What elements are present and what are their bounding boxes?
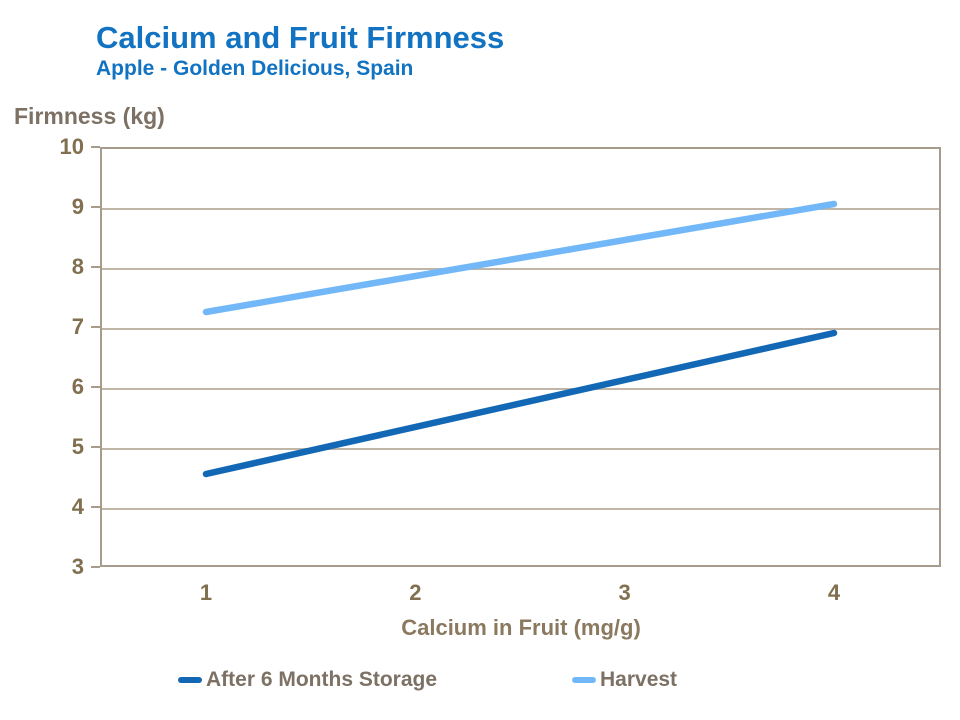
y-tick-mark-5 [91, 446, 100, 448]
legend-label-harvest: Harvest [600, 668, 678, 691]
gridline-y5 [102, 448, 939, 450]
y-tick-mark-4 [91, 506, 100, 508]
line-series [202, 200, 838, 478]
y-tick-label-8: 8 [71, 254, 84, 279]
gridline-y9 [102, 208, 939, 210]
y-tick-mark-6 [91, 386, 100, 388]
x-tick-label-4: 4 [827, 580, 841, 605]
y-tick-label-3: 3 [71, 554, 84, 579]
y-tick-mark-7 [91, 326, 100, 328]
y-tick-label-5: 5 [71, 434, 84, 459]
chart-subtitle: Apple - Golden Delicious, Spain [96, 57, 414, 80]
y-tick-label-10: 10 [59, 134, 84, 159]
gridline-y4 [102, 508, 939, 510]
chart-title: Calcium and Fruit Firmness [96, 20, 505, 55]
legend-label-storage: After 6 Months Storage [206, 668, 438, 691]
y-tick-label-7: 7 [71, 314, 84, 339]
x-tick-label-3: 3 [618, 580, 631, 605]
y-tick-label-4: 4 [71, 494, 84, 519]
y-tick-label-9: 9 [71, 194, 84, 219]
series-line-1 [202, 200, 838, 316]
gridline-y6 [102, 388, 939, 390]
gridline-y8 [102, 268, 939, 270]
legend-item-storage: After 6 Months Storage [178, 666, 437, 694]
gridline-y7 [102, 328, 939, 330]
plot-area [100, 147, 941, 567]
series-line-0 [202, 329, 838, 478]
x-axis-title: Calcium in Fruit (mg/g) [401, 615, 641, 640]
legend-swatch-storage-line [178, 677, 202, 683]
legend-item-harvest: Harvest [572, 666, 677, 694]
y-axis-title: Firmness (kg) [14, 103, 165, 129]
y-tick-mark-9 [91, 206, 100, 208]
y-tick-label-6: 6 [71, 374, 84, 399]
x-tick-label-1: 1 [199, 580, 213, 605]
y-tick-mark-3 [91, 566, 100, 568]
y-tick-mark-8 [91, 266, 100, 268]
x-tick-label-2: 2 [409, 580, 422, 605]
y-tick-mark-10 [91, 146, 100, 148]
legend-swatch-harvest-line [572, 677, 596, 683]
